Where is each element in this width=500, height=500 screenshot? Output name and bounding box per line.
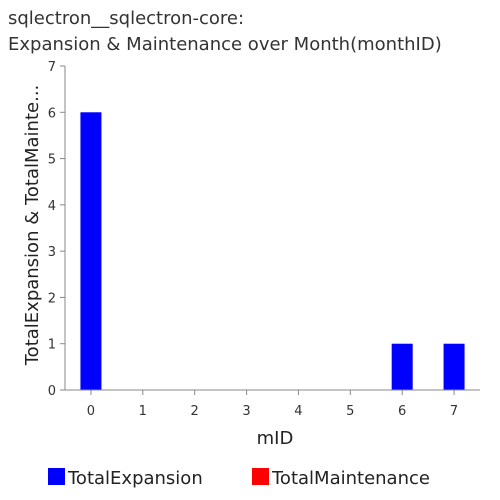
y-tick-label: 1 <box>48 338 56 353</box>
x-axis: 0 1 2 3 4 5 6 7 <box>87 390 458 419</box>
x-tick-label: 6 <box>398 404 406 419</box>
bar-totalexpansion-7[interactable] <box>443 343 465 390</box>
x-tick-label: 1 <box>139 404 147 419</box>
x-tick-label: 0 <box>87 404 95 419</box>
bar-totalexpansion-0[interactable] <box>80 112 102 391</box>
legend: TotalExpansion TotalMaintenance <box>48 468 430 489</box>
chart-title-line-2: Expansion & Maintenance over Month(month… <box>8 34 442 55</box>
y-tick-label: 2 <box>48 291 56 306</box>
y-axis-title: TotalExpansion & TotalMainte... <box>22 85 43 367</box>
y-tick-label: 4 <box>48 199 56 214</box>
y-axis: 0 1 2 3 4 5 6 7 <box>48 60 65 399</box>
legend-label-total-expansion: TotalExpansion <box>67 468 203 489</box>
chart-title-line-1: sqlectron__sqlectron-core: <box>8 8 244 29</box>
legend-swatch-total-expansion <box>48 468 65 485</box>
x-axis-title: mID <box>257 428 294 449</box>
x-tick-label: 2 <box>191 404 199 419</box>
x-tick-label: 3 <box>242 404 250 419</box>
bar-totalexpansion-6[interactable] <box>391 343 413 390</box>
x-tick-label: 5 <box>346 404 354 419</box>
legend-item-total-expansion[interactable]: TotalExpansion <box>48 468 203 489</box>
y-tick-label: 0 <box>48 384 56 399</box>
x-tick-label: 7 <box>450 404 458 419</box>
x-tick-label: 4 <box>294 404 302 419</box>
y-tick-label: 5 <box>48 153 56 168</box>
bars-group <box>80 112 465 391</box>
y-tick-label: 3 <box>48 245 56 260</box>
y-tick-label: 6 <box>48 106 56 121</box>
legend-item-total-maintenance[interactable]: TotalMaintenance <box>252 468 430 489</box>
y-tick-label: 7 <box>48 60 56 75</box>
legend-swatch-total-maintenance <box>252 468 269 485</box>
legend-label-total-maintenance: TotalMaintenance <box>271 468 430 489</box>
